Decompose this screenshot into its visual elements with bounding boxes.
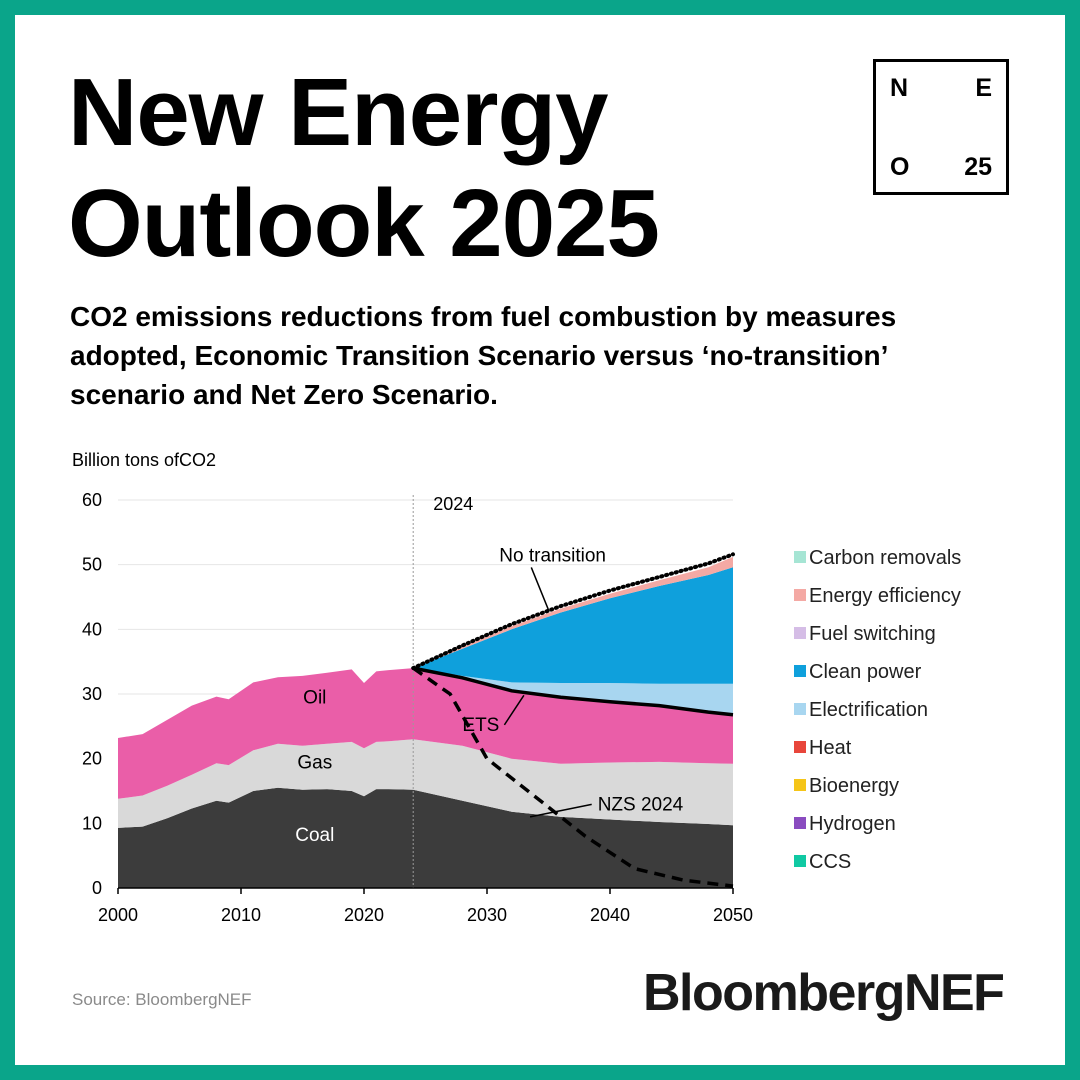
source-note: Source: BloombergNEF [72, 990, 252, 1009]
legend-swatch-heat [794, 741, 806, 753]
x-tick-2010: 2010 [221, 905, 261, 925]
area-clean-power [413, 567, 733, 684]
emissions-chart: Billion tons ofCO2 2024 Coal Gas Oil No tran… [72, 450, 961, 925]
y-tick-30: 30 [82, 684, 102, 704]
x-tick-2050: 2050 [713, 905, 753, 925]
line-no-transition [411, 552, 735, 671]
leader-no-transition [530, 567, 550, 611]
logo-letter-o: O [890, 153, 910, 181]
title-line-2: Outlook 2025 [68, 170, 660, 277]
line-label-no-transition: No transition [499, 545, 606, 566]
layer-label-coal: Coal [295, 825, 334, 846]
legend-swatch-electrification [794, 703, 806, 715]
line-ets [412, 666, 734, 717]
x-tick-2020: 2020 [344, 905, 384, 925]
legend-swatch-bioenergy [794, 779, 806, 791]
chart-subtitle: CO2 emissions reductions from fuel combu… [70, 301, 897, 410]
x-tick-2030: 2030 [467, 905, 507, 925]
layer-label-gas: Gas [297, 752, 332, 773]
leader-ets [503, 694, 525, 726]
line-label-ets: ETS [462, 715, 499, 736]
legend-swatch-ccs [794, 855, 806, 867]
legend-label-electrification: Electrification [809, 699, 928, 721]
legend-label-clean-power: Clean power [809, 661, 922, 683]
legend-label-heat: Heat [809, 737, 852, 759]
legend-swatch-carbon-removals [794, 551, 806, 563]
y-tick-40: 40 [82, 619, 102, 639]
y-tick-20: 20 [82, 749, 102, 769]
title-line-1: New Energy [68, 59, 609, 166]
y-axis-label: Billion tons ofCO2 [72, 450, 216, 470]
y-tick-10: 10 [82, 813, 102, 833]
page-title: New Energy Outlook 2025 [68, 57, 660, 279]
layer-label-oil: Oil [303, 688, 326, 709]
area-coal [118, 787, 733, 888]
brand-wordmark: BloombergNEF [643, 964, 1005, 1022]
y-tick-0: 0 [92, 878, 102, 898]
legend-swatch-energy-efficiency [794, 589, 806, 601]
legend-swatch-fuel-switching [794, 627, 806, 639]
area-gas [118, 739, 733, 828]
line-nzs-2024 [412, 666, 734, 888]
legend-label-carbon-removals: Carbon removals [809, 547, 961, 569]
legend-label-bioenergy: Bioenergy [809, 775, 899, 797]
legend-label-hydrogen: Hydrogen [809, 813, 896, 835]
logo-number: 25 [964, 153, 992, 181]
legend-label-ccs: CCS [809, 851, 851, 873]
card-frame: New Energy Outlook 2025 N E O 25 CO2 emi… [15, 15, 1065, 1065]
logo-letter-e: E [975, 74, 992, 102]
neo-logo: N E O 25 [873, 59, 1009, 195]
x-tick-2000: 2000 [98, 905, 138, 925]
legend-label-fuel-switching: Fuel switching [809, 623, 936, 645]
x-tick-2040: 2040 [590, 905, 630, 925]
y-tick-60: 60 [82, 490, 102, 510]
marker-label-2024: 2024 [433, 494, 473, 514]
area-electrification [413, 668, 733, 715]
area-oil [118, 668, 733, 799]
legend-label-energy-efficiency: Energy efficiency [809, 585, 961, 607]
logo-letter-n: N [890, 74, 909, 102]
leader-nzs-2024 [529, 803, 592, 818]
legend-swatch-hydrogen [794, 817, 806, 829]
legend-swatch-clean-power [794, 665, 806, 677]
line-label-nzs-2024: NZS 2024 [598, 794, 684, 815]
y-tick-50: 50 [82, 555, 102, 575]
area-energy-efficiency [413, 556, 733, 669]
